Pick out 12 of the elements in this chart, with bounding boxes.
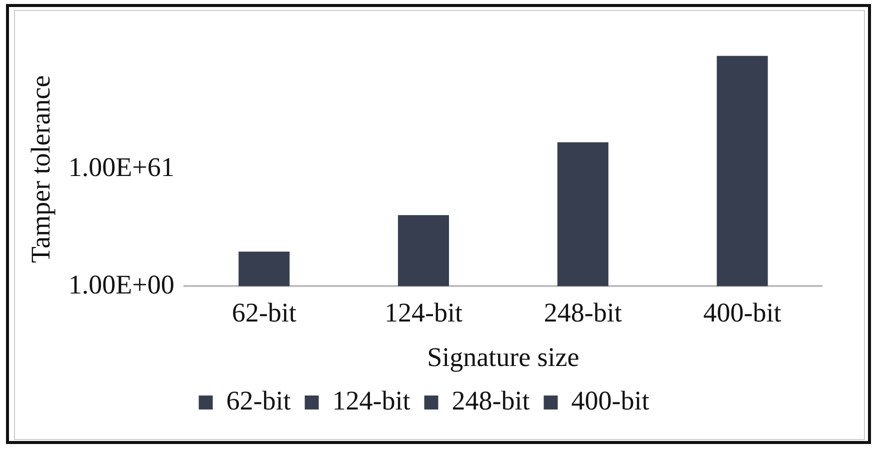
y-axis-title: Tamper tolerance	[25, 75, 56, 263]
x-tick-label: 400-bit	[703, 297, 782, 328]
x-tick-label: 62-bit	[232, 297, 297, 328]
x-tick-label: 124-bit	[384, 297, 463, 328]
x-tick-label: 248-bit	[544, 297, 622, 328]
legend-label: 248-bit	[452, 386, 530, 416]
legend-label: 400-bit	[571, 386, 650, 416]
legend-label: 124-bit	[332, 386, 411, 416]
y-tick-label: 1.00E+00	[68, 269, 174, 300]
x-axis-title: Signature size	[427, 342, 580, 372]
y-tick-label: 1.00E+61	[68, 152, 174, 182]
legend-label: 62-bit	[226, 386, 292, 416]
